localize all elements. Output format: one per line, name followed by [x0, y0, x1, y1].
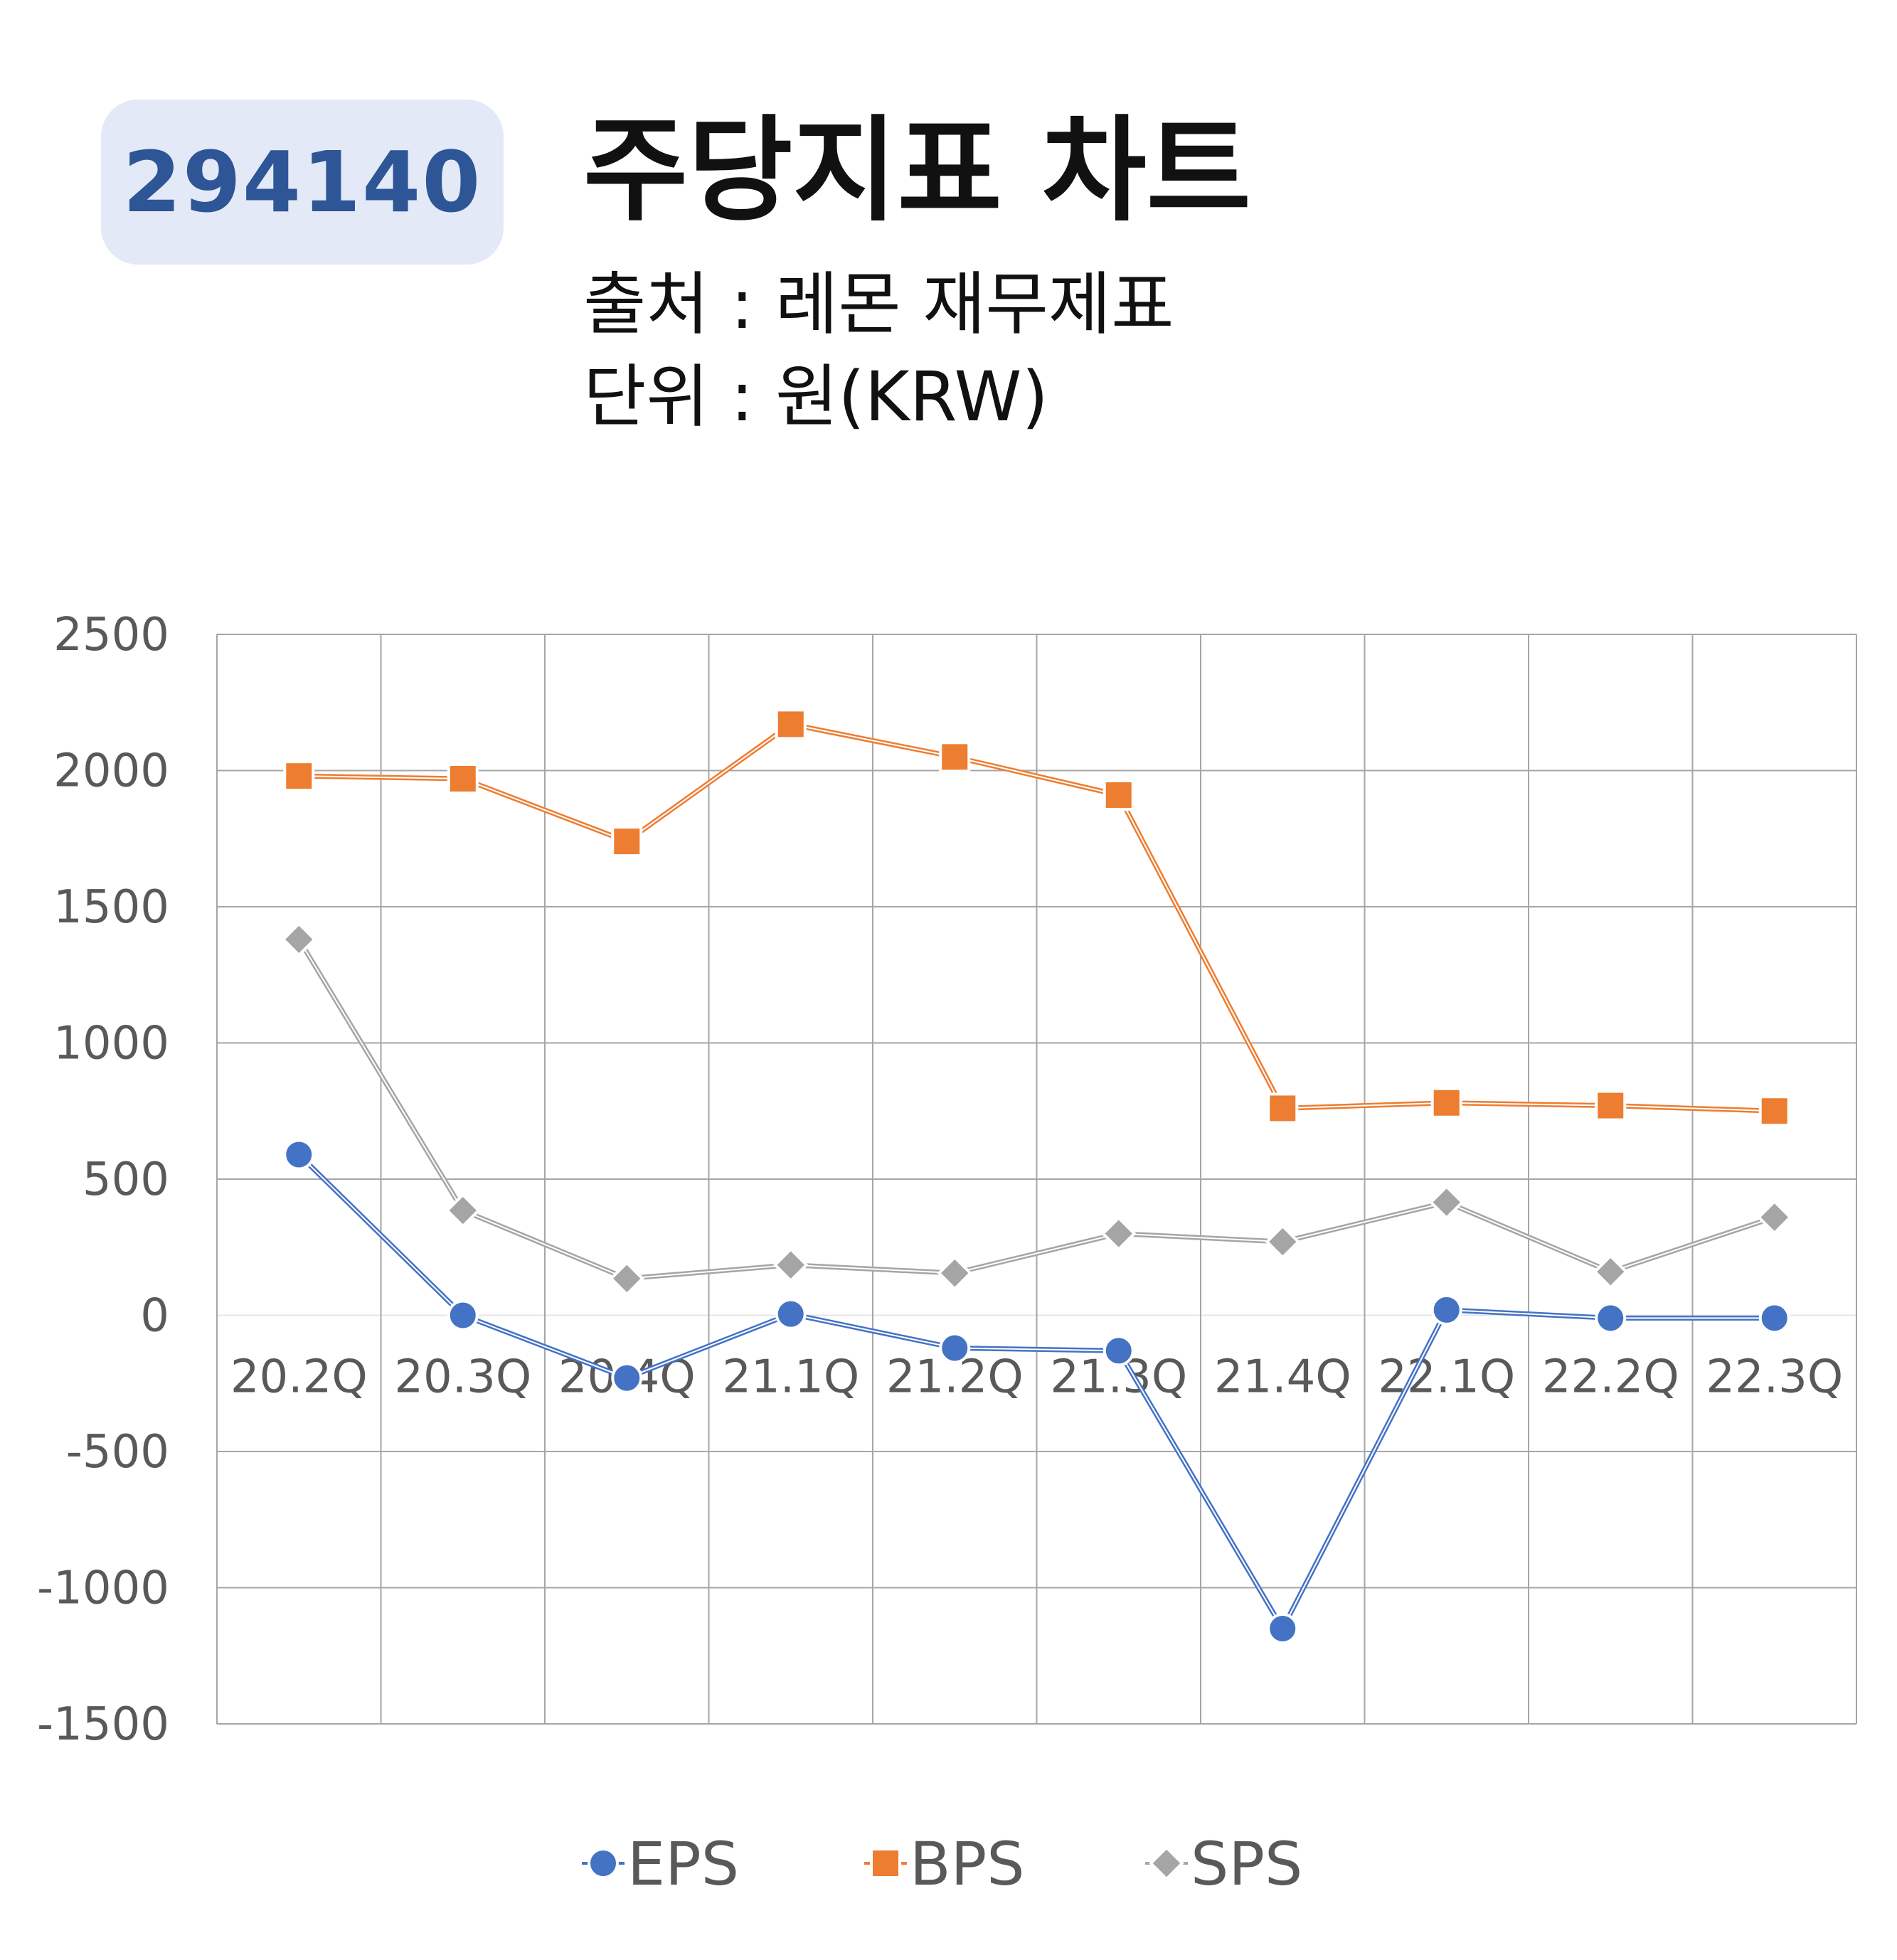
- legend-item-sps: SPS: [1145, 1829, 1302, 1899]
- data-point: [609, 1260, 645, 1296]
- legend-item-eps: EPS: [582, 1829, 739, 1899]
- y-tick-label: 1500: [53, 881, 169, 934]
- y-tick-label: -1000: [37, 1562, 169, 1615]
- y-tick-label: 2500: [53, 609, 169, 661]
- series-line-inner: [298, 939, 1775, 1279]
- data-point: [1430, 1087, 1462, 1119]
- data-point: [939, 1332, 971, 1364]
- unit-label: 단위 : 원(KRW): [583, 357, 1048, 437]
- y-tick-label: 1000: [53, 1018, 169, 1070]
- chart-series: [281, 708, 1792, 1644]
- ticker-badge: 294140: [101, 100, 504, 265]
- x-axis-ticks: 20.2Q20.3Q20.4Q21.1Q21.2Q21.3Q21.4Q22.1Q…: [230, 1351, 1843, 1404]
- series-sps: [281, 922, 1792, 1296]
- data-point: [1267, 1092, 1299, 1124]
- data-point: [447, 1299, 479, 1331]
- x-tick-label: 20.2Q: [230, 1351, 368, 1404]
- data-point: [281, 922, 317, 957]
- data-point: [1595, 1090, 1627, 1122]
- data-point: [1758, 1095, 1790, 1127]
- legend-label: BPS: [910, 1829, 1025, 1899]
- x-tick-label: 22.3Q: [1706, 1351, 1843, 1404]
- x-tick-label: 21.1Q: [722, 1351, 859, 1404]
- legend-marker: [870, 1848, 901, 1879]
- x-tick-label: 21.4Q: [1214, 1351, 1351, 1404]
- data-point: [1428, 1184, 1465, 1220]
- y-tick-label: 500: [83, 1154, 169, 1206]
- x-tick-label: 20.3Q: [394, 1351, 531, 1404]
- chart-grid: [216, 634, 1857, 1725]
- legend-marker: [1149, 1846, 1184, 1881]
- data-point: [1102, 779, 1135, 811]
- y-tick-label: -500: [66, 1426, 169, 1479]
- source-label: 출처 : 레몬 재무제표: [583, 265, 1174, 344]
- data-point: [445, 1193, 481, 1228]
- data-point: [1100, 1215, 1137, 1252]
- x-tick-label: 22.2Q: [1542, 1351, 1679, 1404]
- x-tick-label: 22.1Q: [1378, 1351, 1515, 1404]
- data-point: [1102, 1335, 1135, 1367]
- series-bps: [283, 708, 1790, 1127]
- page-title: 주당지표 차트: [583, 104, 1251, 237]
- y-tick-label: -1500: [37, 1698, 169, 1751]
- data-point: [939, 741, 971, 773]
- y-tick-label: 2000: [53, 745, 169, 798]
- series-line-inner: [298, 1154, 1775, 1629]
- chart-legend: EPS BPS SPS: [582, 1829, 1302, 1899]
- data-point: [1430, 1294, 1462, 1326]
- y-axis-ticks: 2500 2000 1500 1000 500 0 -500 -1000 -1500: [37, 609, 169, 1751]
- data-point: [1593, 1254, 1629, 1290]
- series-line-inner: [299, 723, 1775, 1112]
- y-tick-label: 0: [140, 1290, 169, 1343]
- legend-marker: [588, 1848, 619, 1879]
- data-point: [1595, 1302, 1627, 1334]
- data-point: [611, 1362, 643, 1394]
- data-point: [1265, 1224, 1301, 1259]
- data-point: [1267, 1612, 1299, 1644]
- data-point: [1758, 1302, 1790, 1334]
- data-point: [1756, 1199, 1792, 1235]
- series-eps: [283, 1139, 1790, 1644]
- legend-label: SPS: [1191, 1829, 1302, 1899]
- data-point: [283, 760, 315, 792]
- data-point: [283, 1139, 315, 1171]
- data-point: [937, 1255, 973, 1291]
- legend-item-bps: BPS: [864, 1829, 1025, 1899]
- data-point: [775, 708, 807, 740]
- legend-label: EPS: [627, 1829, 739, 1899]
- data-point: [447, 762, 479, 794]
- data-point: [611, 826, 643, 858]
- data-point: [772, 1247, 809, 1283]
- data-point: [775, 1298, 807, 1330]
